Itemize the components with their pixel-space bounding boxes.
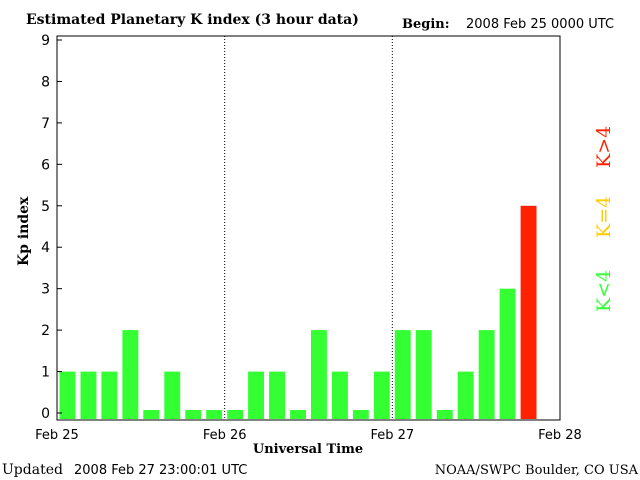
x-axis-ticks: Feb 25 Feb 26 Feb 27 Feb 28 (35, 428, 582, 443)
kp-bar (332, 371, 348, 419)
plot-area (56, 35, 561, 421)
y-tick-label: 9 (41, 33, 50, 49)
legend-k-equal-4: K=4 (593, 196, 615, 238)
legend-k-less-4: K<4 (593, 270, 615, 312)
updated-label: Updated (2, 462, 63, 478)
kp-bar (101, 371, 118, 419)
y-tick-label: 8 (41, 74, 50, 90)
y-tick-label: 7 (41, 116, 50, 132)
y-tick-label: 4 (41, 240, 50, 256)
x-tick-label: Feb 26 (203, 428, 247, 443)
y-tick-label: 1 (41, 365, 50, 381)
y-tick-label: 0 (41, 406, 50, 422)
x-tick-label: Feb 25 (35, 428, 79, 443)
kp-bar (352, 410, 369, 419)
begin-label: Begin: (402, 17, 450, 32)
y-tick-label: 3 (41, 282, 50, 298)
kp-bar (164, 371, 181, 419)
y-tick-label: 5 (41, 199, 50, 215)
kp-bar (415, 330, 432, 419)
credit: NOAA/SWPC Boulder, CO USA (435, 463, 639, 478)
begin-value: 2008 Feb 25 0000 UTC (466, 17, 614, 32)
x-tick-label: Feb 27 (370, 428, 414, 443)
y-tick-label: 6 (41, 157, 50, 173)
kp-bar (478, 330, 495, 419)
kp-bar (59, 371, 76, 419)
kp-bar (248, 371, 264, 419)
kp-bar (290, 410, 306, 419)
legend-k-greater-4: K>4 (593, 126, 615, 168)
kp-bar (520, 205, 537, 419)
chart-title: Estimated Planetary K index (3 hour data… (26, 12, 359, 28)
kp-bar (394, 330, 411, 419)
y-axis-label: Kp index (16, 196, 32, 266)
kp-bar (185, 410, 202, 419)
bars (59, 205, 537, 419)
kp-bar (206, 410, 223, 419)
kp-bar (227, 410, 244, 419)
kp-bar (80, 371, 97, 419)
kp-bar (457, 371, 474, 419)
updated-value: 2008 Feb 27 23:00:01 UTC (74, 463, 247, 478)
kp-bar (269, 371, 285, 419)
y-axis-ticks: 0 1 2 3 4 5 6 7 8 9 (41, 33, 62, 422)
x-axis-label: Universal Time (253, 442, 363, 457)
kp-bar (122, 330, 139, 419)
kp-bar (143, 410, 160, 419)
kp-bar (499, 288, 516, 419)
y-tick-label: 2 (41, 323, 50, 339)
kp-bar (373, 371, 390, 419)
x-tick-label: Feb 28 (538, 428, 582, 443)
kp-bar (436, 410, 453, 419)
kp-bar (311, 330, 327, 419)
day-separators (224, 36, 393, 420)
